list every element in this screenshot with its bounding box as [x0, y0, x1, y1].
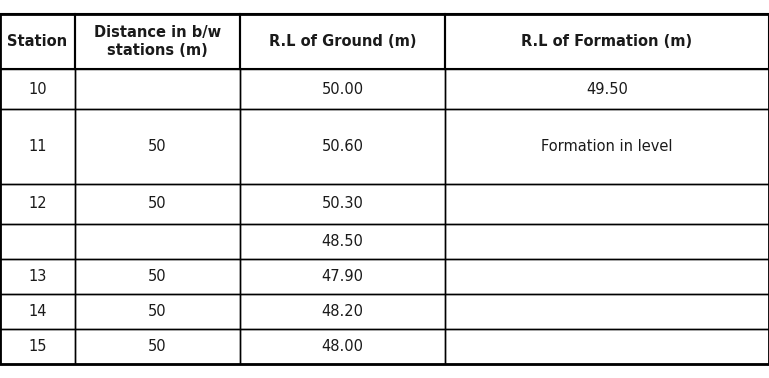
Bar [240, 109, 445, 184]
Bar [75, 69, 240, 109]
Text: 48.20: 48.20 [321, 304, 364, 319]
Text: 50: 50 [148, 139, 167, 154]
Text: 11: 11 [28, 139, 47, 154]
Bar [75, 14, 240, 69]
Text: 49.50: 49.50 [586, 82, 628, 96]
Text: 12: 12 [28, 197, 47, 212]
Text: 13: 13 [28, 269, 47, 284]
Bar [445, 259, 769, 294]
Bar [0, 14, 75, 69]
Bar [75, 109, 240, 184]
Bar [240, 184, 445, 224]
Bar [445, 69, 769, 109]
Bar [445, 294, 769, 329]
Text: 50.60: 50.60 [321, 139, 364, 154]
Text: 48.00: 48.00 [321, 339, 364, 354]
Text: 50: 50 [148, 197, 167, 212]
Text: 50: 50 [148, 304, 167, 319]
Bar [75, 224, 240, 259]
Text: R.L of Formation (m): R.L of Formation (m) [521, 34, 693, 49]
Bar [240, 259, 445, 294]
Text: 48.50: 48.50 [321, 234, 364, 249]
Text: 50.00: 50.00 [321, 82, 364, 96]
Bar [75, 184, 240, 224]
Text: 47.90: 47.90 [321, 269, 364, 284]
Bar [240, 294, 445, 329]
Bar [75, 259, 240, 294]
Text: 14: 14 [28, 304, 47, 319]
Bar [445, 109, 769, 184]
Bar [0, 294, 75, 329]
Text: 50: 50 [148, 269, 167, 284]
Bar [0, 109, 75, 184]
Text: 50.30: 50.30 [321, 197, 364, 212]
Bar [0, 184, 75, 224]
Text: Distance in b/w
stations (m): Distance in b/w stations (m) [94, 25, 221, 58]
Bar [0, 224, 75, 259]
Bar [445, 329, 769, 364]
Text: 10: 10 [28, 82, 47, 96]
Text: 50: 50 [148, 339, 167, 354]
Bar [240, 224, 445, 259]
Bar [0, 259, 75, 294]
Bar [75, 294, 240, 329]
Bar [445, 224, 769, 259]
Text: 15: 15 [28, 339, 47, 354]
Bar [240, 69, 445, 109]
Text: Formation in level: Formation in level [541, 139, 673, 154]
Bar [240, 14, 445, 69]
Bar [0, 69, 75, 109]
Text: R.L of Ground (m): R.L of Ground (m) [268, 34, 416, 49]
Text: Station: Station [8, 34, 68, 49]
Bar [0, 329, 75, 364]
Bar [75, 329, 240, 364]
Bar [445, 14, 769, 69]
Bar [240, 329, 445, 364]
Bar [445, 184, 769, 224]
